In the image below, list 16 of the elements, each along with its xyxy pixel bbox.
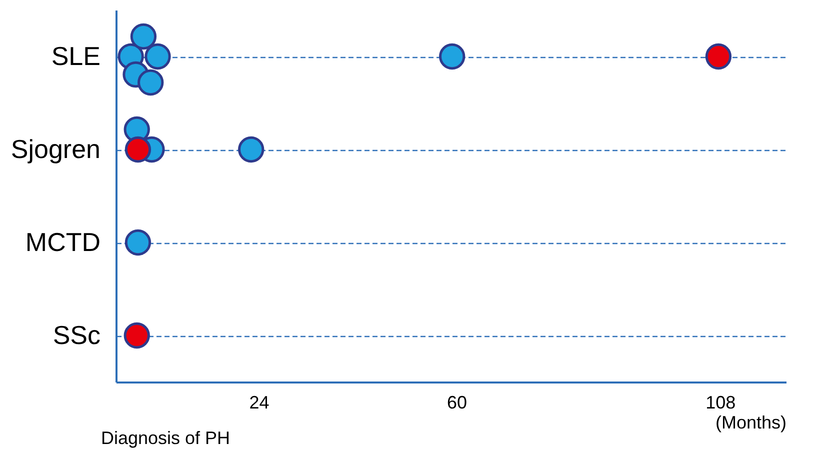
point: [144, 43, 171, 70]
x-tick-label: 108: [706, 392, 736, 412]
point: [705, 43, 732, 70]
y-tick-label: MCTD: [25, 227, 100, 257]
text: Diagnosis of PH: [101, 428, 230, 448]
point: [439, 43, 466, 70]
x-axis-title: (Months): [715, 412, 786, 432]
y-tick-label: SLE: [51, 41, 100, 71]
point: [238, 136, 264, 163]
point: [124, 322, 150, 349]
point: [124, 136, 152, 163]
x-tick-label: 24: [249, 392, 270, 412]
y-tick-label: SSc: [52, 320, 100, 350]
x-tick-label: 60: [446, 392, 468, 412]
point: [124, 229, 152, 256]
y-tick-label: Sjogren: [10, 134, 100, 164]
